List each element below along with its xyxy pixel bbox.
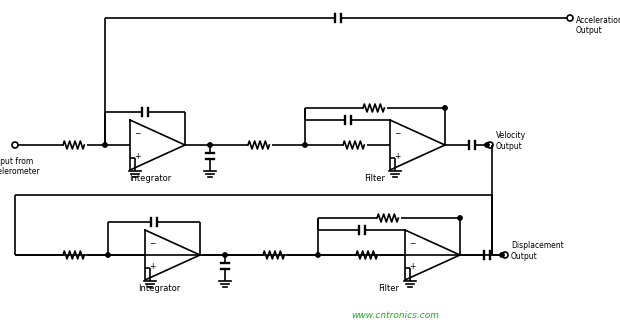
Circle shape	[500, 253, 504, 257]
Text: Filter: Filter	[378, 284, 399, 293]
Circle shape	[103, 143, 107, 147]
Circle shape	[485, 143, 489, 147]
Circle shape	[303, 143, 307, 147]
Text: −: −	[394, 129, 400, 138]
Text: −: −	[134, 129, 140, 138]
Circle shape	[208, 143, 212, 147]
Circle shape	[458, 216, 462, 220]
Circle shape	[223, 253, 227, 257]
Text: Integrator: Integrator	[138, 284, 180, 293]
Text: −: −	[149, 239, 155, 248]
Text: Acceleration
Output: Acceleration Output	[576, 16, 620, 35]
Text: −: −	[409, 239, 415, 248]
Circle shape	[316, 253, 320, 257]
Text: Integrator: Integrator	[129, 174, 171, 183]
Text: +: +	[149, 262, 155, 271]
Circle shape	[106, 253, 110, 257]
Text: Velocity
Output: Velocity Output	[496, 131, 526, 151]
Text: www.cntronics.com: www.cntronics.com	[351, 311, 439, 320]
Text: +: +	[134, 152, 140, 161]
Text: Filter: Filter	[365, 174, 386, 183]
Text: Input from
Accelerometer: Input from Accelerometer	[0, 157, 41, 176]
Text: +: +	[409, 262, 415, 271]
Text: +: +	[394, 152, 400, 161]
Circle shape	[443, 106, 447, 110]
Text: Displacement
Output: Displacement Output	[511, 241, 564, 261]
